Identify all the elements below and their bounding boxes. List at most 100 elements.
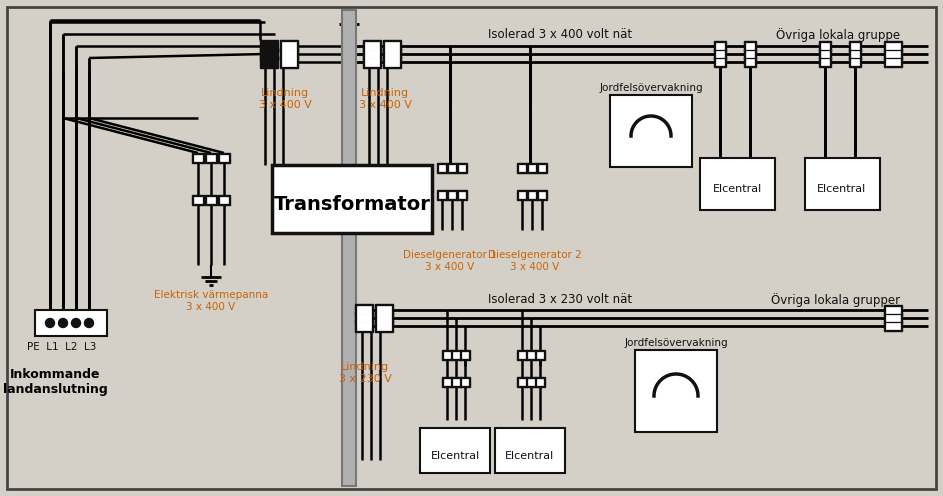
Bar bbox=[537, 163, 547, 173]
Bar bbox=[444, 352, 450, 358]
Bar bbox=[886, 51, 900, 57]
Bar bbox=[357, 306, 371, 314]
Bar bbox=[744, 57, 756, 67]
Bar bbox=[700, 158, 775, 210]
Text: Elektrisk värmepanna
3 x 400 V: Elektrisk värmepanna 3 x 400 V bbox=[154, 290, 268, 311]
Text: Elcentral: Elcentral bbox=[505, 451, 554, 461]
Bar bbox=[851, 43, 859, 49]
Bar bbox=[377, 322, 391, 330]
Bar bbox=[746, 43, 754, 49]
Bar bbox=[355, 312, 373, 324]
Bar bbox=[495, 428, 565, 473]
Bar bbox=[886, 323, 900, 329]
Text: Lindning
3 x 400 V: Lindning 3 x 400 V bbox=[358, 88, 411, 110]
Bar bbox=[280, 40, 298, 52]
Bar bbox=[207, 197, 215, 203]
Bar bbox=[851, 51, 859, 57]
Text: PE  L1  L2  L3: PE L1 L2 L3 bbox=[27, 342, 97, 352]
Bar bbox=[192, 153, 204, 163]
Bar bbox=[282, 42, 296, 50]
Bar bbox=[453, 352, 459, 358]
Circle shape bbox=[58, 318, 68, 327]
Bar bbox=[282, 58, 296, 66]
Bar bbox=[272, 165, 432, 233]
Bar bbox=[851, 59, 859, 65]
Bar bbox=[714, 57, 726, 67]
Bar bbox=[746, 51, 754, 57]
Text: Jordfelsövervakning: Jordfelsövervakning bbox=[599, 83, 703, 93]
Bar bbox=[194, 197, 202, 203]
Bar bbox=[363, 48, 381, 60]
Bar bbox=[377, 306, 391, 314]
Bar bbox=[385, 50, 399, 58]
Bar bbox=[442, 377, 452, 387]
Bar bbox=[437, 163, 447, 173]
Bar bbox=[420, 428, 490, 473]
Bar bbox=[884, 313, 902, 323]
Bar bbox=[385, 42, 399, 50]
Bar bbox=[355, 304, 373, 316]
Bar bbox=[457, 190, 467, 200]
Text: Lindning
3 x 400 V: Lindning 3 x 400 V bbox=[258, 88, 311, 110]
Bar bbox=[519, 352, 525, 358]
Bar bbox=[744, 41, 756, 51]
Bar bbox=[886, 43, 900, 49]
Bar bbox=[529, 165, 535, 171]
Bar bbox=[375, 320, 393, 332]
Bar bbox=[517, 163, 527, 173]
Bar bbox=[821, 43, 829, 49]
Bar bbox=[207, 155, 215, 161]
Bar bbox=[821, 59, 829, 65]
Bar bbox=[819, 57, 831, 67]
Text: Dieselgenerator 2
3 x 400 V: Dieselgenerator 2 3 x 400 V bbox=[488, 250, 582, 272]
Bar bbox=[280, 48, 298, 60]
Bar bbox=[819, 41, 831, 51]
Bar bbox=[260, 56, 278, 68]
Bar bbox=[363, 40, 381, 52]
Bar bbox=[459, 165, 465, 171]
Bar bbox=[517, 190, 527, 200]
Bar bbox=[218, 153, 230, 163]
Bar bbox=[610, 95, 692, 167]
Bar bbox=[539, 192, 545, 198]
Bar bbox=[884, 57, 902, 67]
Text: Dieselgenerator 1
3 x 400 V: Dieselgenerator 1 3 x 400 V bbox=[403, 250, 497, 272]
Text: Övriga lokala grupper: Övriga lokala grupper bbox=[770, 293, 900, 307]
Bar bbox=[447, 163, 457, 173]
Bar bbox=[821, 51, 829, 57]
Bar bbox=[457, 163, 467, 173]
Bar bbox=[194, 155, 202, 161]
Bar bbox=[365, 58, 379, 66]
Bar bbox=[451, 377, 461, 387]
Bar bbox=[886, 59, 900, 65]
Bar bbox=[383, 40, 401, 52]
Bar bbox=[377, 314, 391, 322]
Circle shape bbox=[85, 318, 93, 327]
Circle shape bbox=[45, 318, 55, 327]
Bar bbox=[519, 379, 525, 385]
Bar bbox=[383, 56, 401, 68]
Bar bbox=[260, 48, 278, 60]
Bar bbox=[447, 190, 457, 200]
Circle shape bbox=[72, 318, 80, 327]
Bar bbox=[342, 10, 356, 486]
Bar bbox=[363, 56, 381, 68]
Bar bbox=[355, 320, 373, 332]
Text: Inkommande
landanslutning: Inkommande landanslutning bbox=[3, 368, 108, 396]
Bar bbox=[884, 41, 902, 51]
Bar bbox=[205, 195, 217, 205]
Bar bbox=[449, 165, 455, 171]
Bar bbox=[716, 51, 724, 57]
Text: Transformator: Transformator bbox=[273, 194, 430, 213]
Bar bbox=[449, 192, 455, 198]
Bar bbox=[460, 350, 470, 360]
Bar bbox=[365, 50, 379, 58]
Bar bbox=[527, 163, 537, 173]
Bar bbox=[357, 322, 371, 330]
Bar bbox=[884, 305, 902, 315]
Bar bbox=[886, 307, 900, 313]
Bar bbox=[220, 197, 228, 203]
Bar bbox=[451, 350, 461, 360]
Text: Jordfelsövervakning: Jordfelsövervakning bbox=[624, 338, 728, 348]
Bar bbox=[205, 153, 217, 163]
